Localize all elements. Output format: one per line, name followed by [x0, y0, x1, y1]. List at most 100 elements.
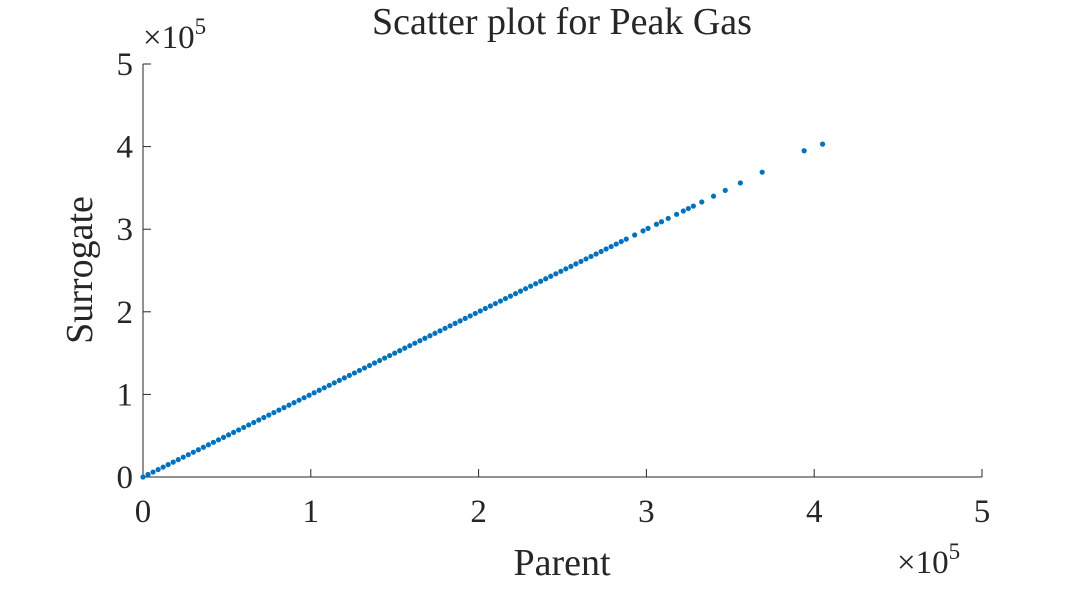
multiplier-power: 5 [949, 539, 961, 564]
scatter-point [165, 462, 171, 468]
scatter-point [548, 273, 554, 279]
scatter-point [487, 303, 493, 309]
scatter-point [180, 454, 186, 460]
scatter-point [457, 318, 463, 324]
scatter-point [640, 228, 646, 234]
scatter-point [306, 392, 312, 398]
scatter-point [286, 402, 292, 408]
scatter-point [482, 305, 488, 312]
scatter-point [472, 310, 478, 317]
scatter-point [422, 335, 428, 341]
y-multiplier: ×105 [143, 14, 206, 56]
scatter-point [412, 340, 418, 346]
y-tick-label: 4 [117, 130, 134, 166]
scatter-point [497, 298, 504, 304]
scatter-point [301, 395, 307, 401]
scatter-point [225, 432, 232, 438]
scatter-point [281, 405, 287, 411]
scatter-point [618, 238, 624, 245]
x-tick-label: 1 [303, 494, 320, 530]
scatter-point [737, 180, 743, 186]
scatter-point [241, 424, 247, 431]
scatter-point [538, 278, 544, 284]
scatter-point [462, 315, 468, 322]
scatter-point [759, 169, 765, 175]
scatter-point [210, 439, 217, 445]
scatter-point [573, 261, 579, 267]
scatter-point [392, 350, 398, 356]
scatter-point [371, 360, 378, 366]
scatter-point [528, 283, 534, 289]
y-tick-label: 2 [117, 295, 134, 331]
scatter-point [140, 474, 146, 480]
x-tick-label: 0 [135, 494, 152, 530]
scatter-point [613, 241, 619, 247]
scatter-point [291, 400, 297, 406]
scatter-point [442, 325, 448, 331]
scatter-point [261, 414, 267, 421]
scatter-point [517, 288, 524, 294]
scatter-point [801, 148, 807, 154]
scatter-point [603, 246, 609, 252]
scatter-point [205, 442, 212, 448]
scatter-point [251, 419, 257, 426]
scatter-point [296, 397, 302, 403]
scatter-point [195, 447, 201, 453]
scatter-point [336, 377, 342, 383]
y-tick-label: 0 [117, 460, 134, 496]
scatter-point [598, 248, 604, 255]
scatter-point [452, 320, 458, 326]
scatter-point [190, 449, 196, 455]
scatter-point [145, 471, 151, 478]
scatter-point [236, 427, 242, 433]
multiplier-power: 5 [195, 14, 207, 39]
scatter-point [665, 215, 671, 222]
scatter-point [608, 243, 614, 250]
x-axis-label: Parent [513, 542, 611, 584]
scatter-point [568, 263, 574, 269]
scatter-point [437, 328, 443, 334]
scatter-point [175, 457, 181, 463]
scatter-point [276, 407, 282, 413]
scatter-point [543, 276, 549, 282]
scatter-point [341, 375, 347, 381]
scatter-point [150, 469, 156, 475]
scatter-point [231, 429, 237, 435]
scatter-point [321, 385, 327, 391]
scatter-point [502, 295, 509, 302]
scatter-point [680, 208, 686, 214]
scatter-point [588, 253, 594, 260]
scatter-point [467, 313, 473, 319]
scatter-point [685, 205, 691, 212]
scatter-point [417, 338, 423, 344]
scatter-point [387, 352, 393, 359]
x-multiplier: ×105 [897, 539, 960, 581]
scatter-point [653, 221, 660, 227]
scatter-point [407, 343, 413, 349]
scatter-point [674, 211, 680, 217]
scatter-point [690, 203, 696, 209]
scatter-point [427, 333, 433, 339]
scatter-point [522, 286, 529, 292]
scatter-point [632, 232, 638, 238]
scatter-point [185, 452, 191, 458]
x-tick-label: 5 [974, 494, 991, 530]
scatter-point [477, 308, 483, 314]
scatter-point [155, 466, 161, 473]
scatter-point [558, 268, 564, 274]
scatter-point [623, 236, 629, 242]
scatter-point [215, 437, 222, 443]
scatter-point [346, 372, 352, 379]
scatter-point [402, 345, 408, 351]
scatter-point [170, 459, 176, 465]
scatter-point [563, 266, 569, 272]
scatter-point [512, 291, 519, 297]
scatter-point [361, 365, 368, 371]
scatter-point [256, 417, 262, 423]
scatter-point [432, 330, 438, 336]
y-tick-label: 1 [117, 377, 134, 413]
scatter-point [160, 464, 166, 470]
scatter-point [376, 357, 383, 364]
y-tick-label: 3 [117, 212, 134, 248]
